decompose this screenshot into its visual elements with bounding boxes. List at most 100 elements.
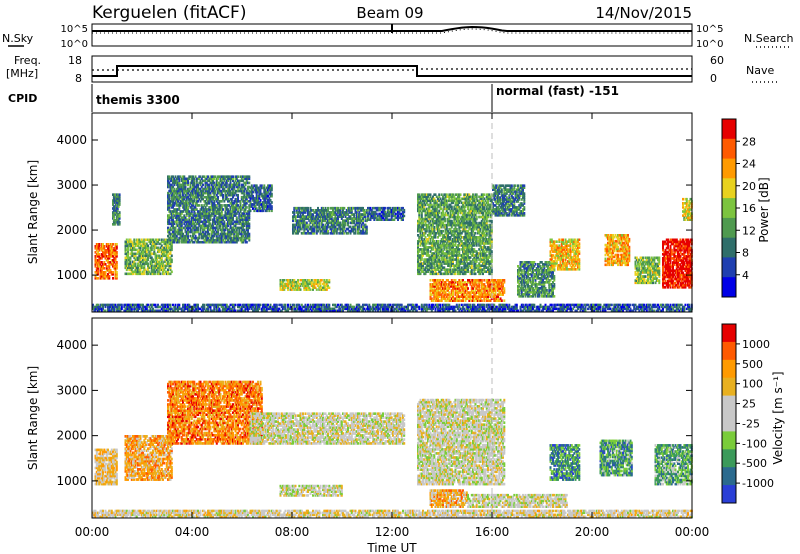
scatter-cell: [452, 215, 454, 219]
scatter-cell: [420, 258, 423, 261]
scatter-cell: [199, 218, 202, 221]
scatter-cell: [448, 250, 451, 253]
scatter-cell: [232, 208, 234, 211]
scatter-cell: [109, 251, 112, 254]
scatter-cell: [442, 238, 444, 241]
scatter-cell: [207, 236, 209, 240]
scatter-cell: [199, 228, 202, 232]
scatter-cell: [460, 244, 463, 247]
scatter-cell: [479, 242, 482, 245]
scatter-cell: [160, 262, 163, 266]
scatter-cell: [214, 197, 217, 201]
scatter-cell: [464, 223, 467, 227]
scatter-cell: [433, 201, 436, 205]
scatter-cell: [117, 219, 120, 222]
scatter-cell: [237, 238, 239, 242]
scatter-cell: [294, 284, 297, 288]
scatter-cell: [223, 236, 226, 240]
scatter-cell: [213, 187, 216, 191]
scatter-cell: [422, 240, 424, 243]
scatter-cell: [150, 266, 153, 270]
scatter-cell: [304, 286, 307, 289]
scatter-cell: [208, 195, 211, 199]
scatter-cell: [302, 217, 304, 220]
scatter-cell: [355, 221, 358, 225]
scatter-cell: [434, 207, 437, 211]
scatter-cell: [429, 221, 432, 225]
scatter-cell: [239, 226, 242, 230]
scatter-cell: [183, 214, 186, 217]
scatter-cell: [479, 244, 482, 247]
scatter-cell: [198, 204, 201, 207]
scatter-cell: [309, 225, 312, 229]
scatter-cell: [362, 213, 364, 216]
scatter-cell: [169, 264, 172, 268]
scatter-cell: [299, 284, 302, 288]
scatter-cell: [219, 214, 222, 217]
scatter-cell: [214, 240, 217, 244]
scatter-cell: [95, 271, 98, 274]
scatter-cell: [440, 211, 443, 215]
scatter-cell: [128, 258, 131, 262]
scatter-cell: [147, 272, 149, 276]
scatter-cell: [318, 219, 321, 223]
scatter-cell: [442, 221, 444, 225]
scatter-cell: [205, 234, 208, 238]
scatter-cell: [149, 272, 152, 276]
scatter-cell: [220, 183, 223, 187]
scatter-cell: [133, 238, 136, 242]
scatter-cell: [445, 236, 448, 239]
scatter-cell: [239, 236, 242, 240]
scatter-cell: [342, 211, 344, 214]
scatter-cell: [305, 231, 308, 235]
scatter-cell: [193, 183, 196, 187]
scatter-cell: [443, 258, 446, 261]
scatter-cell: [425, 258, 428, 261]
scatter-cell: [342, 219, 344, 223]
scatter-cell: [309, 231, 312, 235]
scatter-cell: [418, 248, 421, 251]
scatter-cell: [464, 246, 467, 249]
scatter-cell: [425, 266, 428, 269]
scatter-cell: [212, 177, 214, 181]
scatter-cell: [352, 221, 354, 225]
scatter-cell: [323, 279, 326, 282]
scatter-cell: [427, 213, 429, 217]
scatter-cell: [367, 206, 369, 210]
scatter-cell: [253, 205, 256, 208]
scatter-cell: [104, 275, 107, 278]
scatter-cell: [328, 213, 331, 216]
scatter-cell: [240, 228, 243, 232]
scatter-cell: [468, 223, 471, 227]
scatter-cell: [458, 193, 461, 196]
scatter-cell: [157, 270, 159, 274]
scatter-cell: [467, 201, 469, 205]
scatter-cell: [467, 205, 469, 209]
scatter-cell: [300, 209, 303, 212]
scatter-cell: [135, 256, 138, 260]
scatter-cell: [227, 208, 229, 211]
scatter-cell: [138, 264, 141, 268]
scatter-cell: [178, 177, 181, 181]
scatter-cell: [174, 212, 177, 215]
scatter-cell: [462, 223, 464, 227]
scatter-cell: [307, 279, 309, 282]
scatter-cell: [342, 206, 344, 210]
scatter-cell: [209, 240, 212, 244]
scatter-cell: [468, 201, 471, 205]
cpid-segment-1: themis 3300: [96, 93, 180, 107]
scatter-cell: [252, 207, 254, 210]
scatter-cell: [355, 211, 358, 214]
scatter-cell: [179, 218, 182, 221]
scatter-cell: [469, 248, 472, 251]
scatter-cell: [202, 230, 204, 234]
scatter-cell: [314, 211, 317, 214]
scatter-cell: [442, 229, 444, 233]
scatter-cell: [323, 284, 326, 288]
scatter-cell: [249, 199, 252, 202]
scatter-cell: [312, 213, 314, 216]
scatter-cell: [255, 207, 258, 210]
scatter-cell: [178, 185, 181, 189]
scatter-cell: [427, 219, 429, 223]
scatter-cell: [427, 270, 429, 273]
